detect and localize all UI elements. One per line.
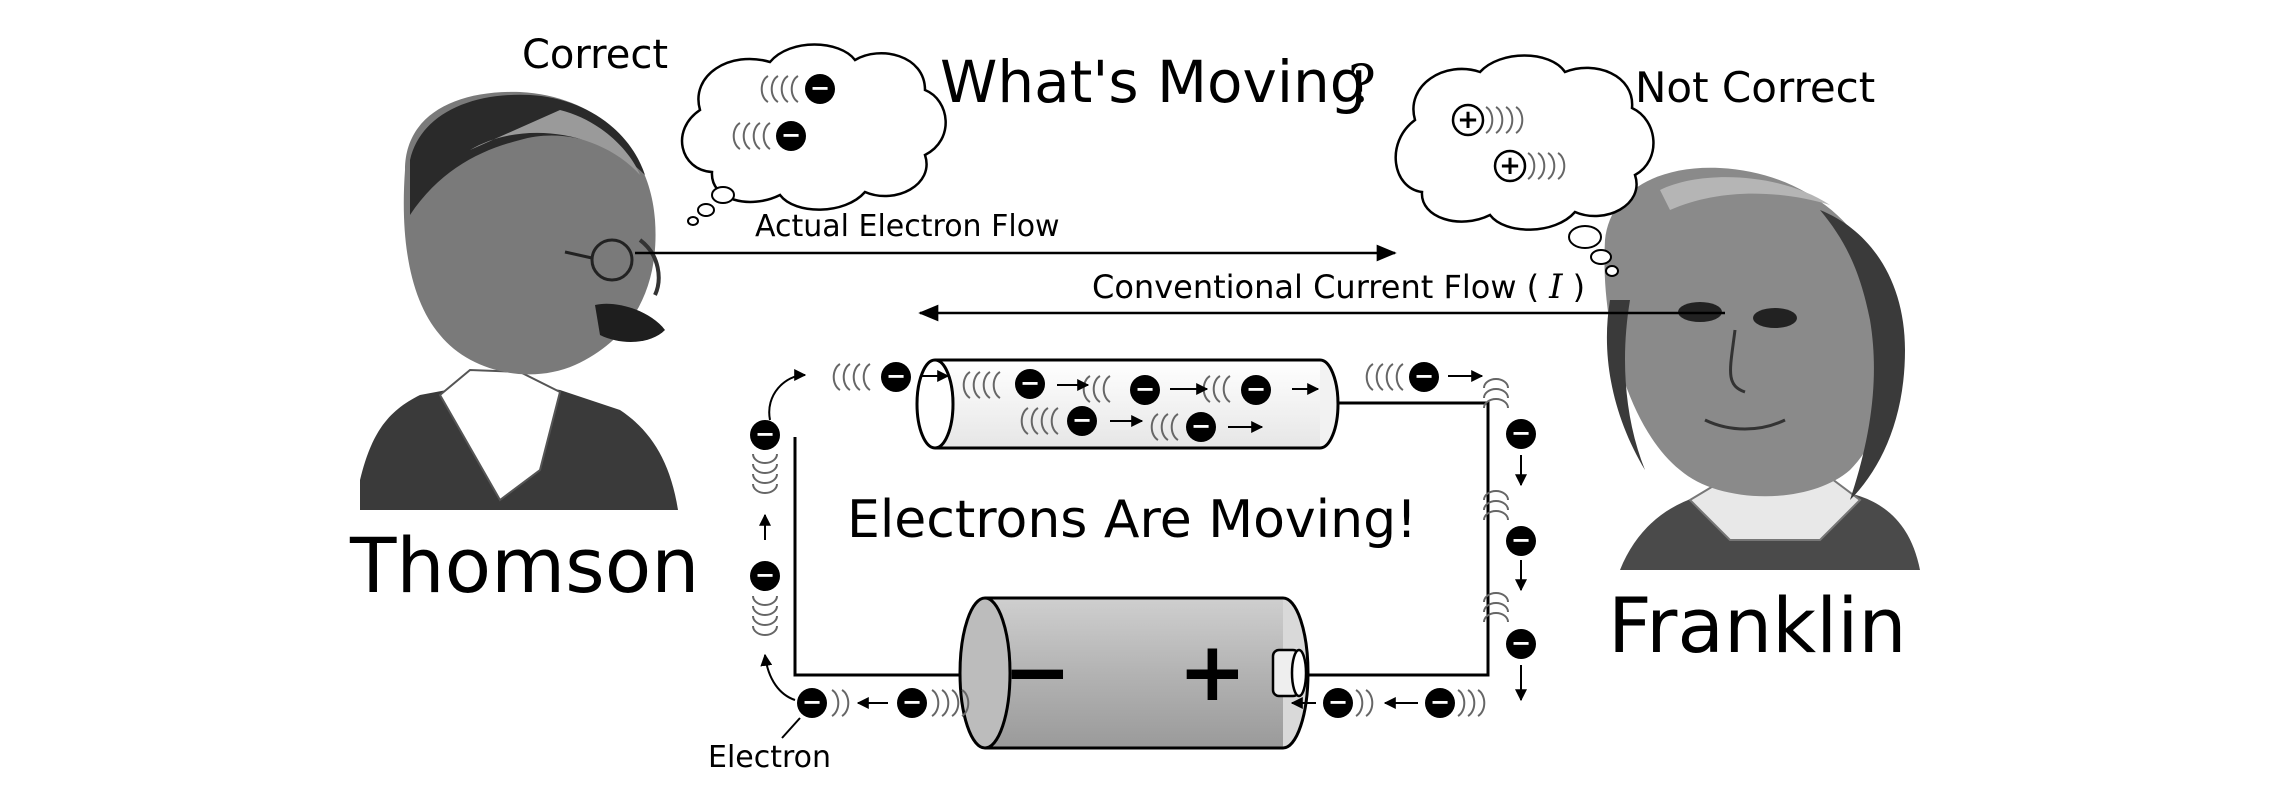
svg-text:−: − — [1414, 362, 1434, 390]
franklin-thought-bubble — [1394, 54, 1655, 277]
conventional-flow-label: Conventional Current Flow (I) — [1092, 267, 1585, 307]
battery-plus-label: + — [1178, 625, 1247, 720]
question-mark: ? — [1348, 55, 1376, 115]
svg-text:+: + — [1499, 151, 1521, 181]
electron-particle: − — [1506, 526, 1536, 556]
svg-text:−: − — [902, 688, 922, 716]
svg-text:−: − — [1511, 419, 1531, 447]
svg-text:−: − — [1328, 688, 1348, 716]
electron-particle: − — [1506, 629, 1536, 659]
svg-text:−: − — [1072, 406, 1092, 434]
svg-text:−: − — [1511, 629, 1531, 657]
electron-particle: − — [1409, 362, 1439, 392]
not-correct-label: Not Correct — [1635, 63, 1875, 112]
electron-particle: − — [1323, 688, 1353, 718]
thomson-thought-bubble — [680, 43, 947, 226]
svg-text:−: − — [1020, 369, 1040, 397]
electron-particle: − — [881, 362, 911, 392]
svg-text:−: − — [1430, 688, 1450, 716]
electron-particle: − — [1241, 375, 1271, 405]
franklin-portrait-icon — [1604, 167, 1920, 570]
thomson-portrait-icon — [360, 91, 678, 510]
left-top-curve-arrow — [768, 369, 807, 421]
question-title: What's Moving — [940, 48, 1367, 116]
electron-particle: − — [805, 74, 835, 104]
electron-particle: − — [1067, 406, 1097, 436]
motion-trails — [732, 75, 1566, 717]
direction-arrows — [856, 370, 1527, 709]
svg-text:−: − — [886, 362, 906, 390]
electron-label: Electron — [708, 740, 831, 775]
electron-particle: − — [1186, 412, 1216, 442]
battery-minus-label: − — [1003, 625, 1072, 720]
electron-particle: − — [776, 121, 806, 151]
electrons-moving-label: Electrons Are Moving! — [847, 490, 1417, 550]
svg-text:−: − — [802, 688, 822, 716]
proton-particle: + — [1451, 103, 1485, 137]
svg-text:−: − — [1191, 412, 1211, 440]
electron-particle: − — [750, 420, 780, 450]
electron-particle: − — [897, 688, 927, 718]
svg-text:−: − — [1511, 526, 1531, 554]
actual-flow-label: Actual Electron Flow — [755, 209, 1060, 244]
circuit-wires — [793, 401, 1490, 677]
electron-particle: − — [1506, 419, 1536, 449]
svg-text:−: − — [1135, 375, 1155, 403]
svg-text:−: − — [810, 74, 830, 102]
electron-particle: − — [1130, 375, 1160, 405]
thomson-name: Thomson — [349, 521, 699, 610]
wire-cylinder-icon — [915, 358, 1340, 450]
electron-particle: − — [1425, 688, 1455, 718]
franklin-name: Franklin — [1608, 581, 1907, 670]
electron-particle: − — [1015, 369, 1045, 399]
svg-text:−: − — [781, 121, 801, 149]
battery-icon: − + — [958, 596, 1310, 750]
left-bottom-curve-arrow — [760, 653, 796, 701]
electron-particle: − — [797, 688, 827, 718]
current-symbol: I — [1548, 267, 1563, 307]
svg-text:−: − — [1246, 375, 1266, 403]
proton-particle: + — [1493, 149, 1527, 183]
correct-label: Correct — [522, 32, 668, 78]
svg-text:−: − — [755, 561, 775, 589]
electron-pointer — [781, 717, 801, 739]
svg-text:−: − — [755, 420, 775, 448]
svg-text:+: + — [1457, 105, 1479, 135]
electron-particle: − — [750, 561, 780, 591]
